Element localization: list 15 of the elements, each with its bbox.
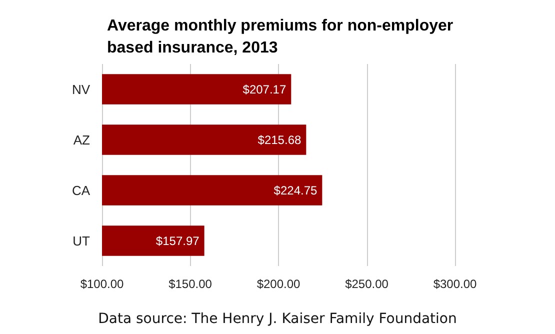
y-tick-label: AZ <box>73 132 90 148</box>
chart-title: Average monthly premiums for non-employer based insurance, 2013 <box>107 18 458 56</box>
data-label: $207.17 <box>242 82 286 96</box>
y-tick-label: UT <box>72 233 90 248</box>
y-tick-label: NV <box>72 82 90 97</box>
x-tick-label: $100.00 <box>80 277 124 291</box>
x-tick-label: $200.00 <box>256 277 301 291</box>
y-tick-label: CA <box>72 182 90 198</box>
data-label: $224.75 <box>274 183 318 198</box>
data-label: $215.68 <box>258 132 302 147</box>
x-tick-label: $150.00 <box>168 277 212 291</box>
data-label: $157.97 <box>156 234 200 248</box>
source-note: Data source: The Henry J. Kaiser Family Foundation <box>98 311 457 327</box>
x-tick-label: $300.00 <box>433 277 478 291</box>
x-tick-label: $250.00 <box>345 277 389 291</box>
